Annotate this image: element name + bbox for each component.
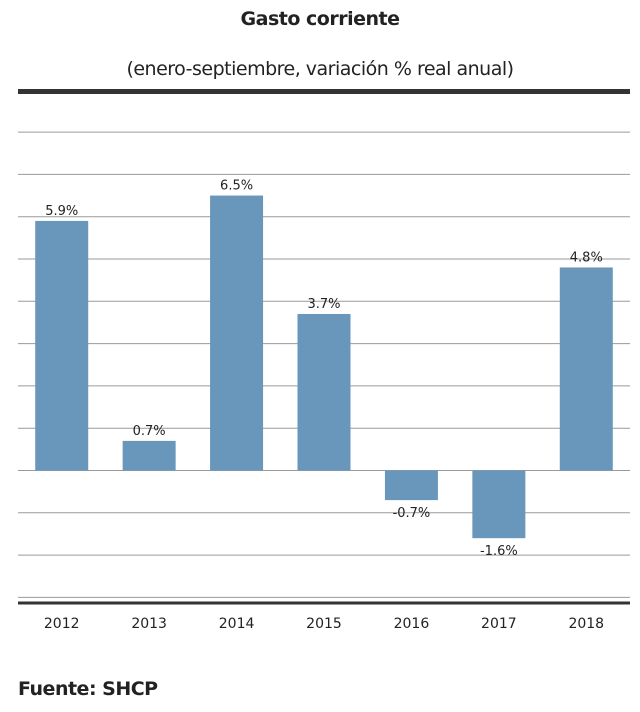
data-label-2012: 5.9% — [45, 204, 78, 219]
x-tick-2016: 2016 — [394, 616, 430, 632]
x-tick-2017: 2017 — [481, 616, 517, 632]
data-label-2015: 3.7% — [307, 297, 340, 312]
bar-2016 — [384, 470, 438, 501]
x-tick-2012: 2012 — [44, 616, 80, 632]
bar-2014 — [210, 195, 264, 471]
bar-2012 — [35, 220, 89, 471]
x-tick-2014: 2014 — [219, 616, 255, 632]
bar-2013 — [122, 440, 176, 471]
x-tick-labels: 2012 2013 2014 2015 2016 2017 2018 — [44, 616, 604, 632]
source-note: Fuente: SHCP — [18, 678, 158, 700]
data-label-2013: 0.7% — [133, 424, 166, 439]
data-label-2014: 6.5% — [220, 179, 253, 194]
chart-subtitle: (enero-septiembre, variación % real anua… — [126, 58, 514, 80]
bar-2015 — [297, 313, 351, 471]
top-rule — [18, 89, 630, 94]
x-tick-2013: 2013 — [131, 616, 167, 632]
x-tick-2018: 2018 — [568, 616, 604, 632]
data-label-2018: 4.8% — [570, 250, 603, 265]
x-tick-2015: 2015 — [306, 616, 342, 632]
data-label-2017: -1.6% — [480, 544, 518, 559]
data-label-2016: -0.7% — [393, 506, 431, 521]
bars — [35, 195, 613, 539]
bar-2017 — [472, 470, 526, 539]
bar-2018 — [559, 267, 613, 471]
data-labels: 5.9% 0.7% 6.5% 3.7% -0.7% -1.6% 4.8% — [45, 179, 603, 560]
chart-title: Gasto corriente — [240, 8, 400, 30]
